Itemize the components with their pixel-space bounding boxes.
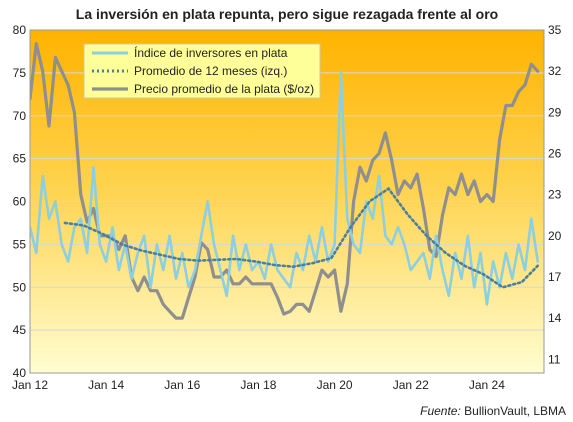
right-tick-label: 23	[548, 188, 562, 202]
x-tick-label: Jan 20	[317, 378, 353, 392]
source-text: BullionVault, LBMA	[461, 404, 566, 418]
legend-label-investor-index: Índice de inversores en plata	[134, 45, 288, 60]
right-tick-label: 14	[548, 311, 562, 325]
left-tick-label: 50	[13, 280, 27, 294]
right-y-axis: 11 14 17 20 23 26 29 32 35	[548, 23, 562, 366]
chart-title: La inversión en plata repunta, pero sigu…	[76, 6, 498, 22]
right-tick-label: 20	[548, 229, 562, 243]
left-tick-label: 65	[13, 152, 27, 166]
right-tick-label: 29	[548, 105, 562, 119]
x-tick-label: Jan 24	[469, 378, 505, 392]
right-tick-label: 26	[548, 146, 562, 160]
left-tick-label: 60	[13, 195, 27, 209]
left-tick-label: 55	[13, 237, 27, 251]
right-tick-label: 32	[548, 64, 562, 78]
x-tick-label: Jan 14	[88, 378, 124, 392]
legend-label-silver-price: Precio promedio de la plata ($/oz)	[134, 82, 314, 96]
left-tick-label: 70	[13, 109, 27, 123]
legend: Índice de inversores en plata Promedio d…	[83, 43, 321, 99]
left-tick-label: 45	[13, 323, 27, 337]
x-tick-label: Jan 18	[240, 378, 276, 392]
x-tick-label: Jan 12	[12, 378, 48, 392]
x-tick-label: Jan 16	[164, 378, 200, 392]
series-line-silver-investor-index	[30, 71, 540, 306]
left-tick-label: 40	[13, 366, 27, 380]
plot-border	[29, 29, 545, 374]
right-tick-label: 35	[548, 23, 562, 37]
x-axis: Jan 12 Jan 14 Jan 16 Jan 18 Jan 20 Jan 22 Jan …	[12, 378, 505, 392]
left-tick-label: 80	[13, 23, 27, 37]
legend-label-12-month-average: Promedio de 12 meses (izq.)	[134, 64, 287, 78]
right-tick-label: 11	[548, 352, 561, 366]
right-tick-label: 17	[548, 270, 562, 284]
source-note: Fuente: BullionVault, LBMA	[420, 404, 566, 418]
left-y-axis: 40 45 50 55 60 65 70 75 80	[13, 23, 27, 380]
series-line-12-month-average	[63, 186, 540, 289]
x-tick-label: Jan 22	[393, 378, 429, 392]
left-tick-label: 75	[13, 66, 27, 80]
source-prefix: Fuente:	[420, 404, 461, 418]
